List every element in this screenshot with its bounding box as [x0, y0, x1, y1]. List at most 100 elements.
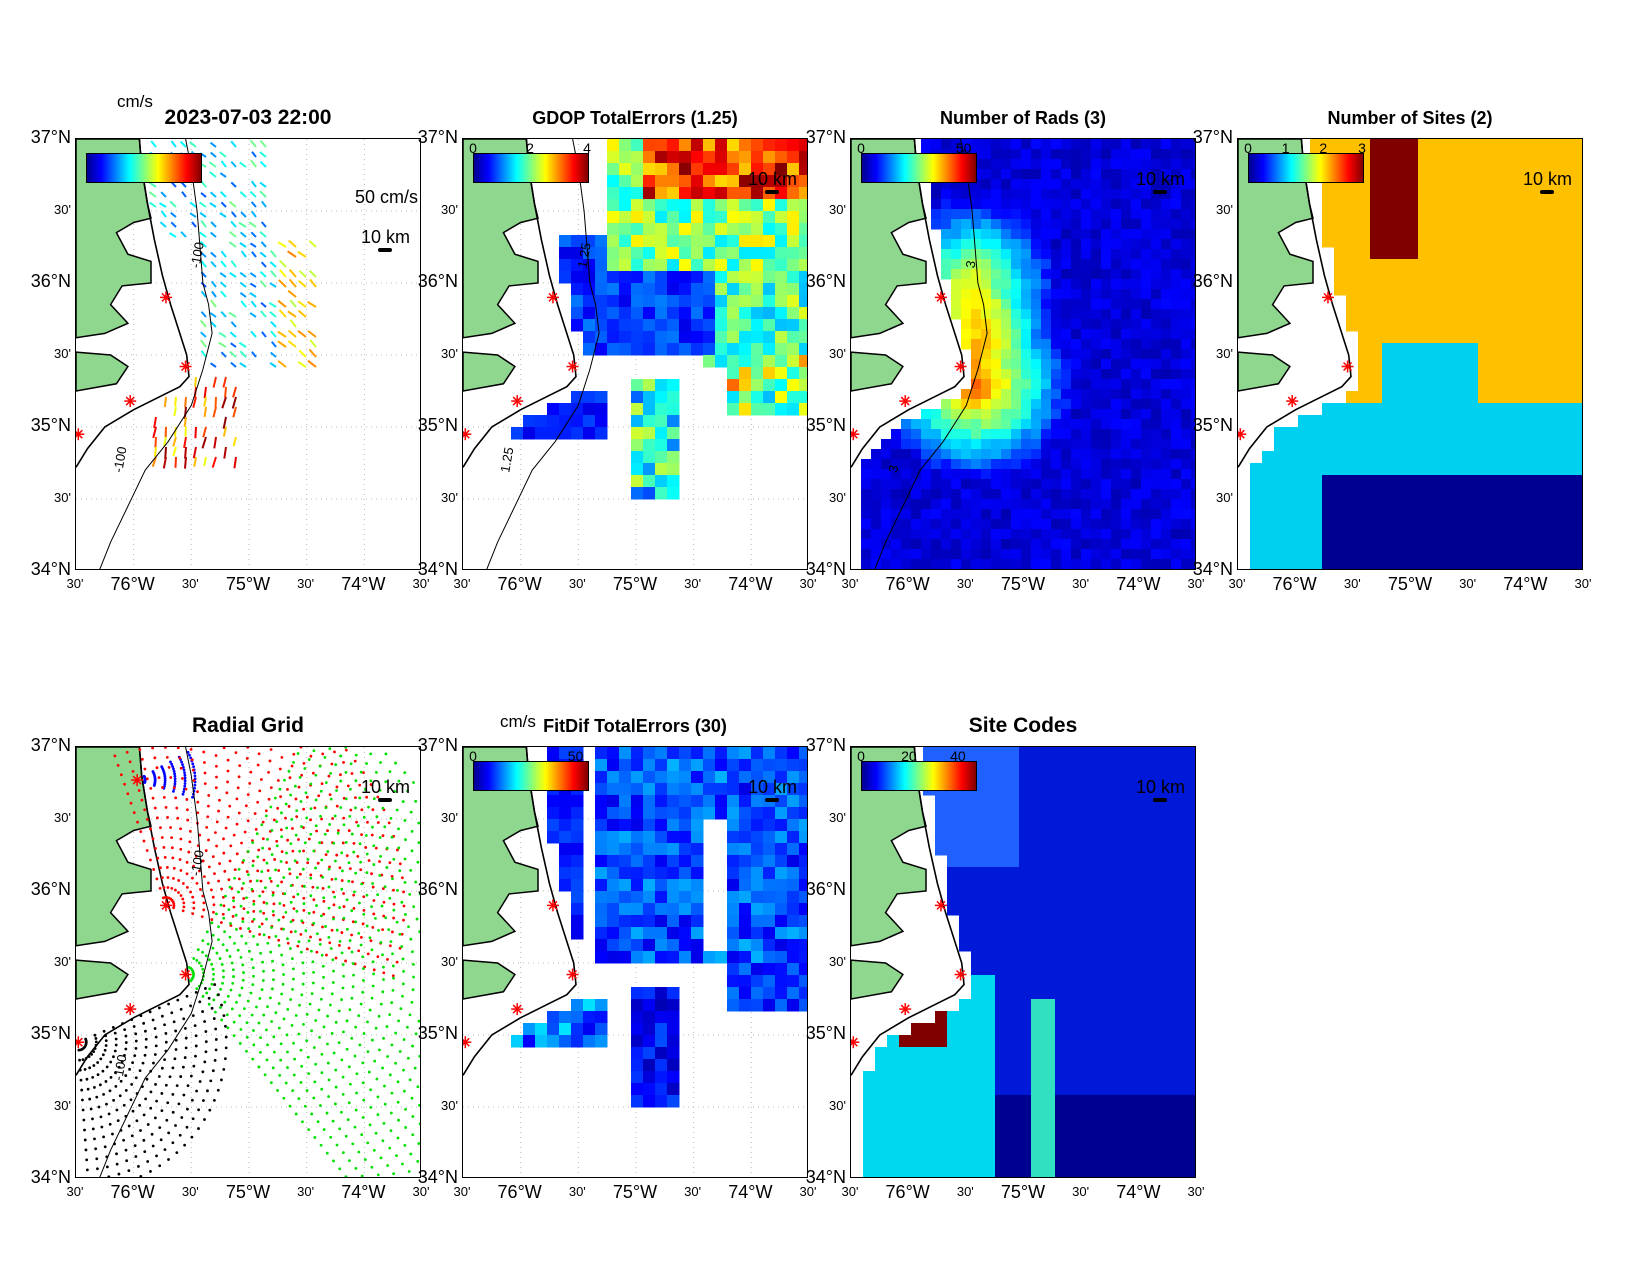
vector-arrow [260, 241, 267, 248]
map-frame[interactable]: 10 km [462, 746, 808, 1178]
y-tick-label: 37°N [30, 127, 71, 147]
vector-arrow [297, 361, 307, 368]
vector-arrow [199, 240, 207, 248]
vector-arrow [232, 386, 237, 398]
vector-arrow [249, 312, 257, 318]
x-tick-label-minor: 30' [1228, 576, 1246, 591]
vector-arrow [249, 282, 257, 288]
map-frame[interactable]: -100 -100 10 km [75, 746, 421, 1178]
coastline [1238, 139, 1352, 468]
vector-arrow [153, 416, 157, 429]
current-vectors [148, 139, 317, 469]
radial-grid-points [142, 750, 197, 799]
distance-scale: 10 km [1523, 169, 1572, 194]
vector-arrow [298, 270, 307, 278]
vector-arrow [210, 261, 217, 268]
vector-arrow [184, 446, 187, 459]
vector-arrow [250, 330, 257, 338]
panel-gdop: GDOP TotalErrors (1.25) 1.25 1.25 10 km 0… [418, 108, 817, 594]
x-tick-label: 76°W [497, 574, 542, 594]
coastline [463, 747, 577, 1076]
panel-vectors: 2023-07-03 22:00 -100 -100 50 cm/s 10 km … [31, 92, 430, 594]
y-tick-label-minor: 30' [829, 202, 846, 217]
y-tick-label: 35°N [417, 1023, 458, 1043]
x-tick-label-minor: 30' [1072, 576, 1090, 591]
vector-arrow [277, 299, 287, 308]
vector-arrow [200, 331, 207, 338]
site-marker [934, 291, 947, 304]
data-cells [511, 139, 807, 500]
land-mass [851, 959, 904, 1000]
site-marker [511, 1003, 524, 1016]
vector-arrow [163, 396, 167, 408]
x-tick-label-minor: 30' [799, 1184, 817, 1199]
y-tick-label: 36°N [30, 271, 71, 291]
y-tick-label: 36°N [417, 271, 458, 291]
vector-arrow [212, 406, 217, 418]
x-tick-label: 75°W [612, 574, 658, 594]
panel-radgrid: Radial Grid -100 -100 10 km 37°N 36°N 35°N 3… [31, 714, 430, 1202]
vector-arrow [203, 386, 207, 399]
vector-arrow [183, 436, 187, 449]
colorbar [1248, 153, 1364, 183]
vector-arrow [239, 242, 247, 248]
x-tick-label-minor: 30' [412, 576, 430, 591]
x-tick-label: 76°W [885, 574, 930, 594]
vector-arrow [279, 269, 287, 278]
vector-arrow [250, 201, 257, 208]
y-tick-label-minor: 30' [54, 810, 71, 825]
x-tick-label-minor: 30' [956, 1184, 974, 1199]
vector-arrow [250, 210, 257, 218]
vector-arrow [170, 140, 177, 148]
x-tick-label: 76°W [110, 1182, 155, 1202]
data-cells [861, 139, 1195, 569]
map-svg: 33 [851, 139, 1195, 569]
vector-arrow [210, 362, 217, 368]
x-tick-label-minor: 30' [66, 1184, 84, 1199]
vector-arrow [211, 290, 217, 298]
vector-arrow [168, 232, 177, 238]
vector-arrow [229, 272, 237, 278]
vector-arrow [174, 456, 177, 468]
colorbar-tick-label: 40 [950, 748, 966, 764]
vector-arrow [250, 159, 257, 168]
vector-arrow [277, 340, 287, 348]
vector-arrow [269, 361, 277, 368]
vector-arrow [249, 272, 257, 278]
y-tick-label: 36°N [417, 879, 458, 899]
x-tick-label: 75°W [612, 1182, 658, 1202]
land-mass [463, 351, 516, 392]
map-frame[interactable]: 10 km [1237, 138, 1583, 570]
vector-arrow [184, 396, 187, 408]
y-tick-label-minor: 30' [54, 346, 71, 361]
y-tick-label-minor: 30' [54, 1098, 71, 1113]
y-tick-label-minor: 30' [441, 346, 458, 361]
vector-arrow [239, 292, 247, 298]
x-tick-label: 74°W [341, 574, 386, 594]
vector-arrow [286, 250, 297, 258]
map-frame[interactable]: -100 -100 50 cm/s 10 km [75, 138, 421, 570]
colorbar-tick-label: 0 [469, 140, 477, 156]
vector-arrow [183, 406, 187, 419]
vector-arrow [169, 200, 177, 208]
site-marker [851, 1036, 860, 1049]
map-frame[interactable]: 10 km [850, 746, 1196, 1178]
vector-arrow [189, 141, 197, 148]
vector-arrow [219, 212, 227, 218]
x-tick-label-minor: 30' [1574, 576, 1592, 591]
map-frame[interactable]: 1.25 1.25 10 km [462, 138, 808, 570]
vector-arrow [210, 280, 217, 288]
vector-arrow [189, 212, 197, 218]
vector-arrow [230, 160, 237, 168]
colorbar [473, 153, 589, 183]
map-svg [463, 747, 807, 1177]
site-marker [124, 395, 137, 408]
colorbar-tick-label: 0 [857, 748, 865, 764]
vector-arrow [239, 161, 247, 168]
vector-arrow [153, 446, 157, 457]
vector-arrow [184, 426, 187, 437]
radial-grid-points [77, 983, 228, 1177]
land-mass [851, 351, 904, 392]
x-tick-label: 76°W [497, 1182, 542, 1202]
